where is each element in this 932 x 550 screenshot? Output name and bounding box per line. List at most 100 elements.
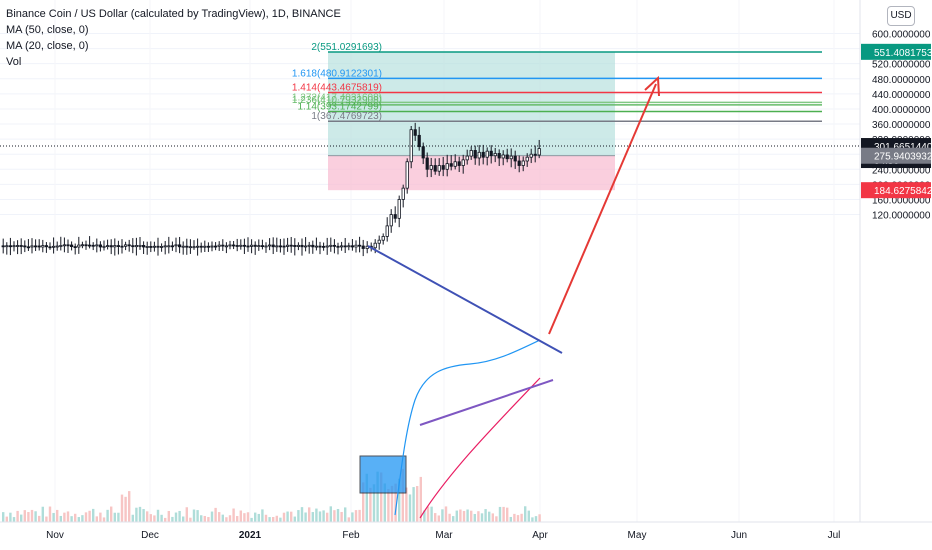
price-tick-label: 360.0000000	[872, 120, 931, 131]
volume-bar	[250, 517, 253, 522]
candle-body	[300, 244, 304, 248]
volume-bar	[120, 494, 124, 522]
volume-bar	[27, 512, 30, 522]
candle-body	[525, 156, 529, 162]
volume-bar	[290, 511, 293, 522]
candle-body	[445, 163, 449, 170]
volume-bar	[495, 516, 498, 522]
candle-body	[303, 245, 308, 248]
volume-bar	[293, 516, 296, 522]
volume-bar	[372, 484, 376, 522]
price-tick-label: 240.0000000	[872, 165, 931, 176]
symbol-title[interactable]: Binance Coin / US Dollar (calculated by …	[6, 8, 341, 20]
candle-body	[533, 153, 537, 156]
candle-body	[385, 225, 389, 237]
candle-body	[343, 245, 347, 248]
volume-bar	[232, 508, 235, 522]
volume-bar	[462, 510, 466, 522]
candle-body	[282, 245, 286, 248]
volume-bar	[178, 510, 181, 522]
chart-legend: Binance Coin / US Dollar (calculated by …	[6, 6, 341, 70]
candle-body	[481, 151, 485, 158]
volume-bar	[498, 506, 502, 522]
volume-bar	[297, 510, 300, 522]
candle-body	[501, 154, 505, 159]
candle-body	[529, 153, 533, 158]
volume-bar	[156, 509, 160, 522]
candle-body	[469, 150, 473, 157]
volume-bar	[113, 512, 116, 522]
candle-body	[505, 154, 509, 160]
volume-bar	[66, 511, 70, 522]
candle-body	[221, 244, 225, 247]
volume-bar	[200, 515, 203, 522]
volume-bar	[45, 516, 48, 522]
candle-body	[465, 155, 469, 161]
candle-body	[77, 244, 81, 248]
volume-bar	[218, 512, 221, 522]
volume-bar	[444, 506, 448, 522]
candle-body	[249, 244, 254, 247]
volume-bar	[12, 517, 16, 522]
volume-bar	[423, 510, 426, 522]
volume-bar	[257, 513, 260, 522]
candle-body	[318, 245, 322, 248]
candle-body	[70, 244, 74, 248]
candle-body	[88, 244, 92, 247]
candle-body	[8, 245, 12, 248]
drawing-objects[interactable]	[0, 75, 860, 426]
candle-body	[278, 245, 283, 248]
ma20-legend[interactable]: MA (20, close, 0)	[6, 40, 89, 52]
candle-body	[120, 245, 124, 248]
price-tick-label: 600.0000000	[872, 30, 931, 41]
volume-bar	[322, 510, 325, 522]
time-tick-label: May	[628, 530, 647, 541]
volume-bar	[434, 513, 437, 522]
volume-legend[interactable]: Vol	[6, 56, 22, 68]
volume-bar	[387, 489, 390, 522]
volume-bar	[502, 506, 505, 522]
ma50-legend[interactable]: MA (50, close, 0)	[6, 24, 89, 36]
price-label-box	[861, 182, 931, 199]
volume-bar	[412, 487, 415, 522]
volume-bar	[214, 507, 217, 522]
price-tick-label: 160.0000000	[872, 195, 931, 206]
volume-bar	[419, 476, 422, 522]
candle-body	[185, 245, 189, 248]
volume-bar	[246, 512, 250, 522]
volume-bar	[455, 510, 458, 522]
price-axis[interactable]: 600.0000000560.0000000520.0000000480.000…	[859, 0, 932, 522]
candle-body	[52, 245, 56, 248]
candle-body	[156, 245, 160, 248]
volume-bar	[376, 471, 379, 522]
volume-bar	[538, 514, 541, 522]
candle-body	[517, 160, 521, 166]
candle-body	[127, 244, 131, 247]
candle-body	[307, 244, 311, 247]
triangle-lower-line	[419, 379, 554, 426]
volume-bar	[362, 482, 365, 522]
candle-body	[453, 161, 457, 167]
candlestick-series	[1, 122, 541, 494]
target-zone	[328, 51, 615, 156]
volume-bar	[81, 515, 84, 522]
candle-body	[159, 246, 164, 248]
volume-bar	[272, 517, 275, 522]
candle-body	[55, 245, 59, 248]
candle-body	[19, 245, 23, 247]
price-label-box	[861, 147, 931, 164]
price-tick-label: 400.0000000	[872, 105, 931, 116]
candle-body	[513, 155, 517, 162]
time-axis[interactable]: Nov Dec 2021 Feb Mar Apr May Jun Jul	[0, 521, 932, 541]
fib-level-label: 1.618(480.9122301)	[292, 68, 382, 79]
candle-body	[210, 245, 214, 248]
candle-body	[437, 165, 441, 172]
time-tick-label: Apr	[532, 530, 548, 541]
candle-body	[389, 214, 393, 227]
volume-bar	[207, 517, 210, 522]
candle-body	[199, 245, 203, 248]
volume-bar	[380, 472, 383, 522]
candle-body	[177, 244, 182, 248]
currency-button[interactable]: USD	[887, 6, 915, 26]
